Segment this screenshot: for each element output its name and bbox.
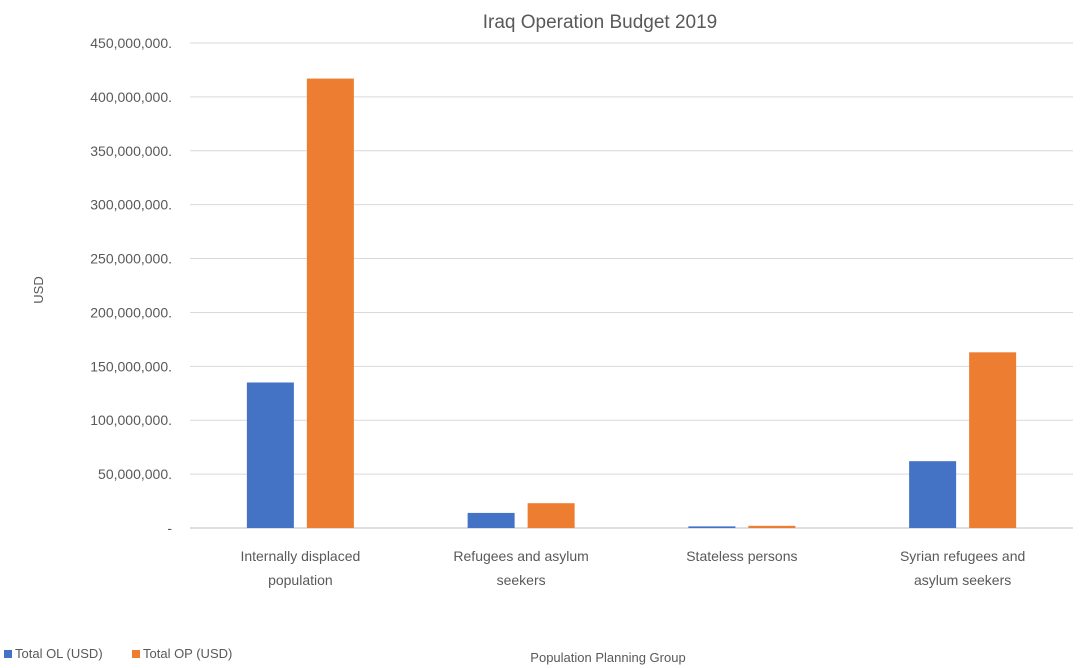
x-axis-category-labels: Internally displaced population Refugees a…: [240, 548, 1025, 588]
legend-swatch: [132, 650, 140, 658]
x-axis-title: Population Planning Group: [530, 650, 685, 665]
x-category-label: asylum seekers: [914, 572, 1011, 588]
y-tick-label: 50,000,000.: [98, 466, 172, 482]
x-category-label: population: [268, 572, 333, 588]
legend-label: Total OL (USD): [15, 646, 103, 661]
y-tick-label: 300,000,000.: [90, 197, 172, 213]
x-category-label: Internally displaced: [240, 548, 360, 564]
bar-total-ol-2: [688, 526, 736, 528]
bar-total-ol-0: [246, 382, 294, 528]
y-axis-title: USD: [31, 276, 46, 303]
y-tick-label: -: [167, 520, 172, 536]
legend-swatch: [4, 650, 12, 658]
bars: [246, 78, 1017, 529]
chart-title: Iraq Operation Budget 2019: [483, 12, 718, 33]
y-tick-label: 350,000,000.: [90, 143, 172, 159]
y-tick-label: 250,000,000.: [90, 251, 172, 267]
y-tick-label: 450,000,000.: [90, 35, 172, 51]
bar-total-op-1: [527, 503, 575, 528]
x-category-label: Refugees and asylum: [453, 548, 588, 564]
bar-total-op-0: [306, 78, 354, 529]
y-axis-tick-labels: - 50,000,000. 100,000,000. 150,000,000. 200,…: [90, 35, 172, 536]
y-tick-label: 150,000,000.: [90, 358, 172, 374]
bar-total-ol-1: [467, 512, 515, 528]
x-category-label: Stateless persons: [686, 548, 797, 564]
bar-total-op-2: [748, 525, 796, 528]
bar-total-op-3: [969, 352, 1017, 528]
y-tick-label: 400,000,000.: [90, 89, 172, 105]
legend-label: Total OP (USD): [143, 646, 232, 661]
legend: Total OL (USD) Total OP (USD): [4, 646, 232, 661]
x-category-label: Syrian refugees and: [900, 548, 1025, 564]
y-tick-label: 100,000,000.: [90, 412, 172, 428]
x-category-label: seekers: [497, 572, 546, 588]
y-tick-label: 200,000,000.: [90, 304, 172, 320]
bar-total-ol-3: [909, 461, 957, 528]
